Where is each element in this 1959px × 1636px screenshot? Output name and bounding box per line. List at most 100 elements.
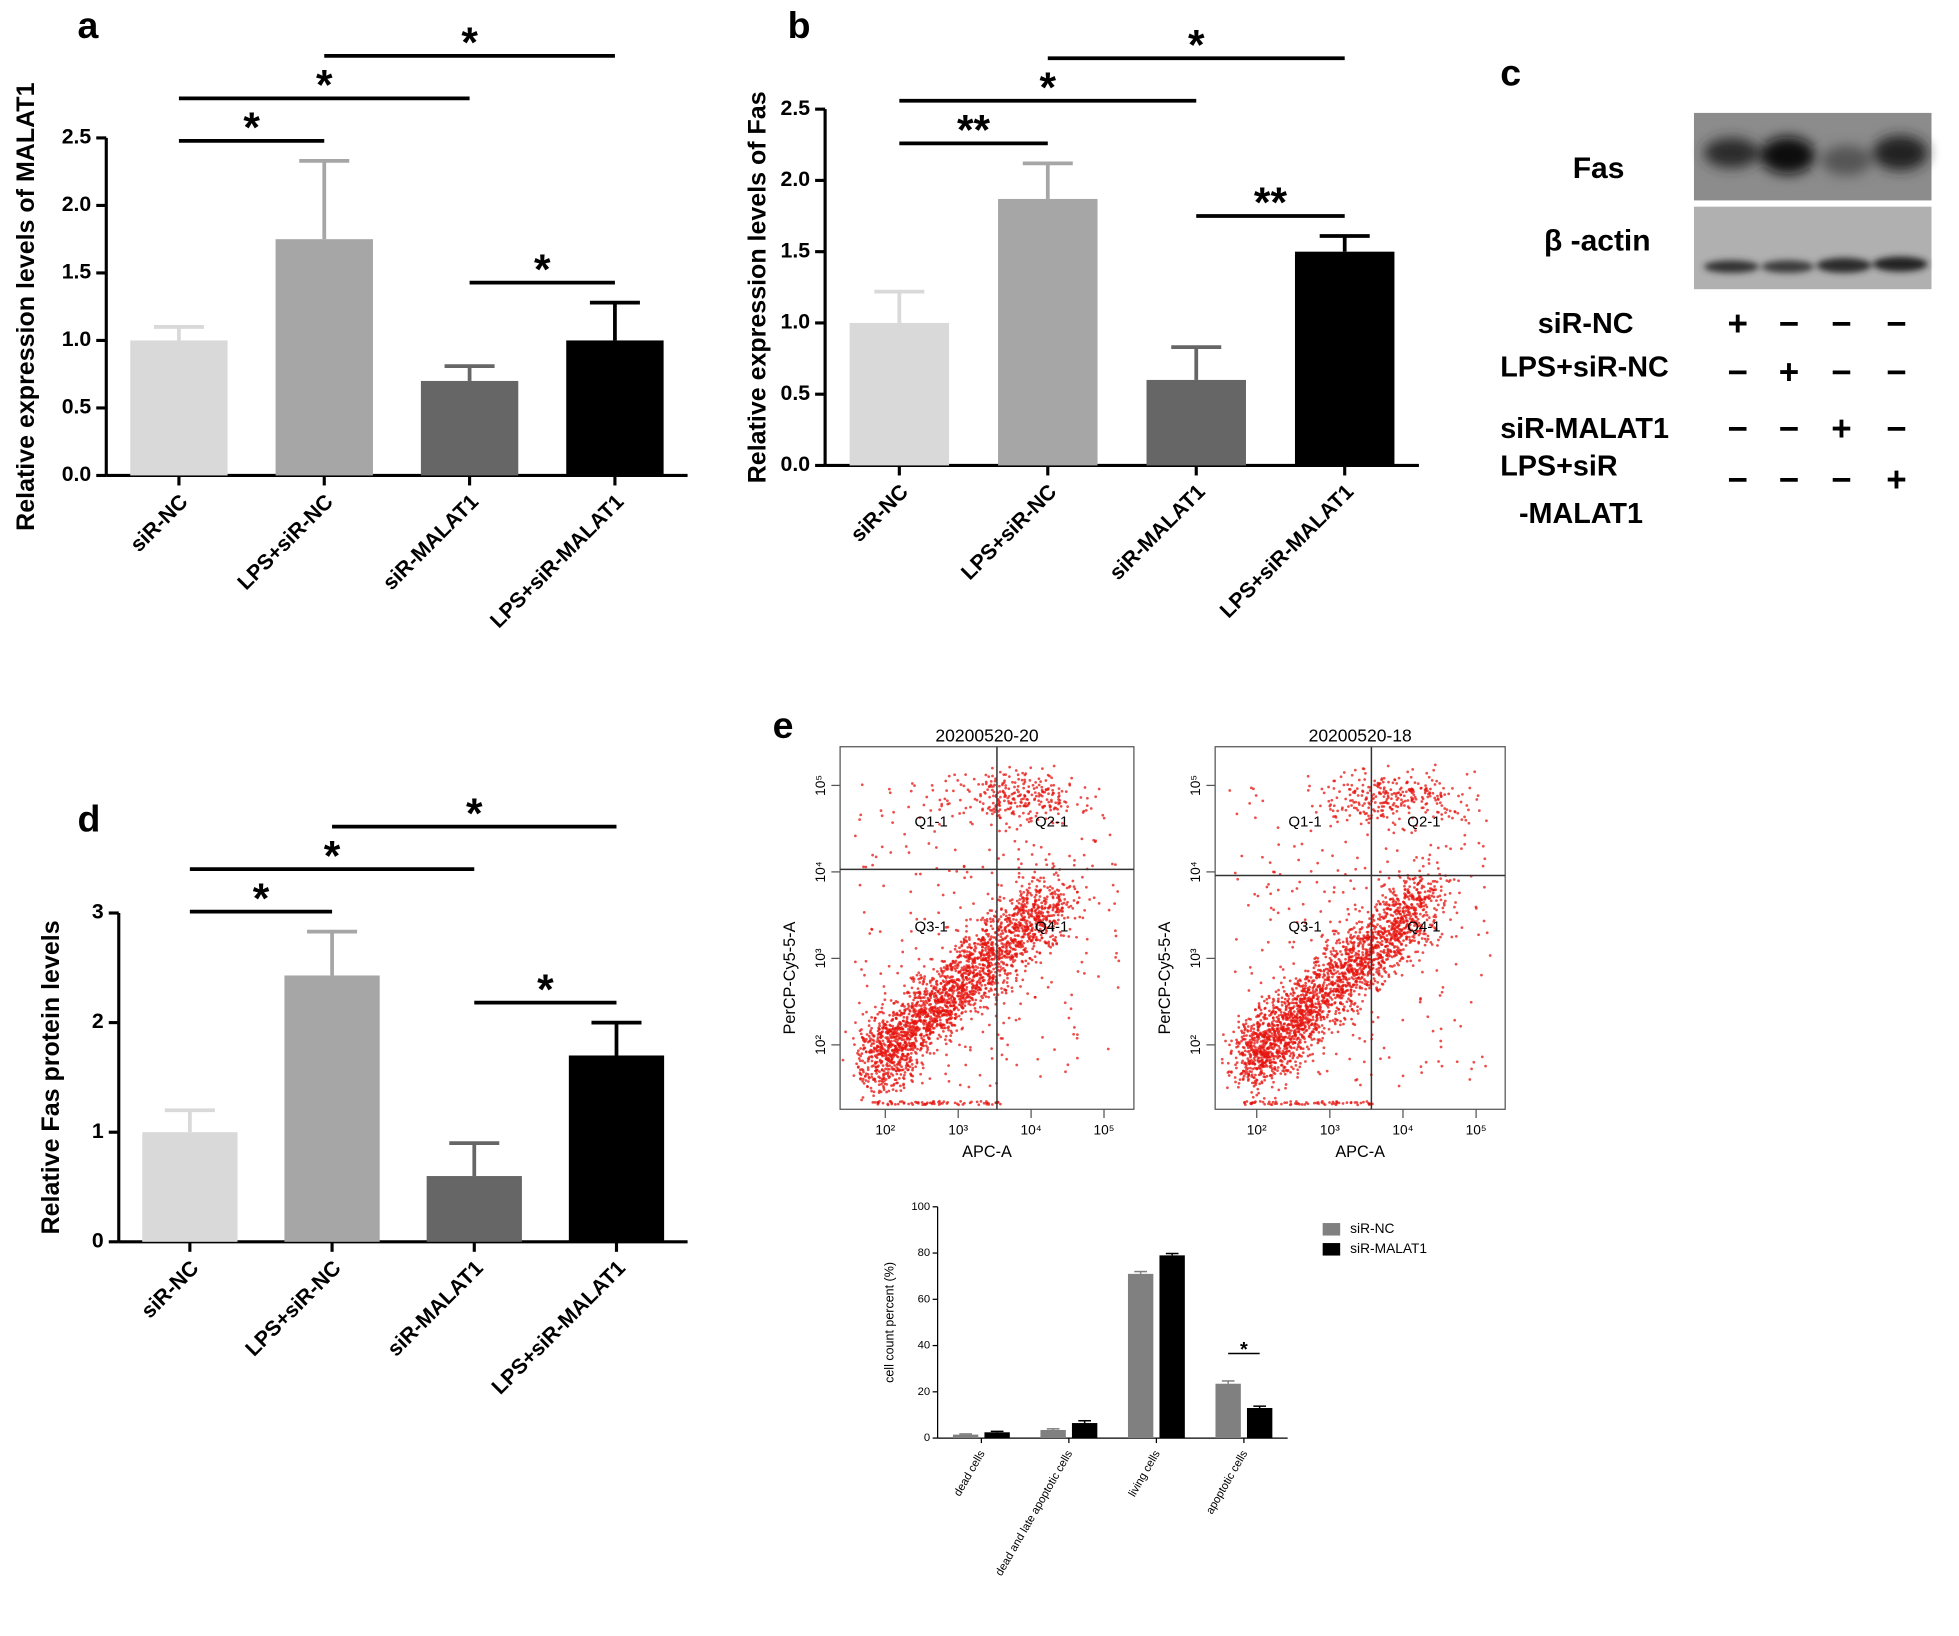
event-dot — [989, 961, 993, 965]
event-dot — [1392, 890, 1396, 894]
event-dot — [1243, 1028, 1247, 1032]
event-dot — [1382, 948, 1386, 952]
event-dot — [1027, 937, 1031, 941]
event-dot — [989, 920, 993, 924]
event-dot — [1027, 802, 1031, 806]
event-dot — [1034, 893, 1038, 897]
event-dot — [1292, 1010, 1296, 1014]
event-dot — [1085, 951, 1088, 955]
y-tick-label: 3 — [92, 900, 104, 924]
event-dot — [934, 1002, 938, 1005]
event-dot — [1259, 1040, 1263, 1043]
event-dot — [1052, 938, 1055, 941]
event-dot — [1039, 961, 1043, 965]
event-dot — [1026, 926, 1030, 929]
event-dot — [1032, 876, 1036, 880]
event-dot — [1386, 947, 1390, 951]
event-dot — [1289, 1019, 1293, 1022]
event-dot — [1277, 993, 1280, 997]
event-dot — [927, 1022, 931, 1026]
event-dot — [945, 1053, 948, 1057]
event-dot — [1338, 941, 1342, 945]
event-dot — [1030, 853, 1034, 856]
event-dot — [1075, 1036, 1079, 1040]
event-dot — [1034, 960, 1038, 964]
event-dot — [998, 899, 1002, 903]
event-dot — [933, 998, 937, 1002]
event-dot — [1044, 811, 1048, 815]
event-dot — [905, 1061, 909, 1065]
event-dot — [1388, 888, 1391, 891]
event-dot — [896, 1027, 900, 1031]
event-dot — [1296, 1043, 1300, 1046]
event-dot — [973, 797, 977, 801]
event-dot — [1015, 880, 1018, 884]
event-dot — [967, 960, 971, 963]
event-dot — [1007, 952, 1010, 956]
event-dot — [959, 940, 963, 944]
event-dot — [961, 996, 965, 1000]
event-dot — [1420, 905, 1424, 908]
event-dot — [886, 1047, 890, 1051]
event-dot — [1270, 1035, 1274, 1038]
event-dot — [1015, 918, 1018, 922]
event-dot — [1312, 994, 1316, 998]
event-dot — [1070, 993, 1074, 997]
event-dot — [908, 1037, 912, 1041]
plot-frame — [839, 746, 1135, 1110]
event-dot — [1436, 867, 1440, 870]
event-dot — [1413, 939, 1416, 943]
event-dot — [1285, 1005, 1288, 1009]
event-dot — [953, 773, 956, 777]
event-dot — [980, 1012, 984, 1016]
event-dot — [1041, 767, 1044, 770]
event-dot — [1436, 903, 1440, 907]
event-cloud — [841, 764, 1121, 1107]
event-dot — [990, 1057, 994, 1060]
event-dot — [1001, 783, 1004, 787]
event-dot — [1418, 912, 1422, 916]
event-dot — [1034, 928, 1037, 932]
event-dot — [1080, 837, 1084, 841]
event-dot — [1034, 780, 1038, 784]
event-dot — [910, 1079, 913, 1082]
event-dot — [958, 946, 961, 950]
event-dot — [885, 1020, 889, 1024]
event-dot — [969, 1003, 972, 1007]
event-dot — [1021, 900, 1025, 904]
event-dot — [968, 953, 972, 956]
event-dot — [955, 1006, 959, 1010]
event-dot — [970, 997, 974, 1000]
event-dot — [983, 991, 986, 995]
event-dot — [1310, 1038, 1314, 1042]
event-dot — [972, 969, 976, 972]
event-dot — [1245, 1068, 1248, 1072]
event-dot — [992, 790, 996, 794]
event-dot — [860, 1052, 864, 1056]
event-dot — [948, 1009, 952, 1013]
event-dot — [1343, 1005, 1346, 1009]
event-dot — [950, 989, 954, 993]
event-dot — [960, 966, 964, 970]
event-dot — [913, 996, 917, 1000]
event-dot — [1403, 884, 1406, 888]
event-dot — [1005, 1057, 1009, 1061]
event-dot — [1282, 1070, 1286, 1073]
event-dot — [1037, 906, 1040, 910]
event-dot — [1097, 787, 1101, 791]
event-dot — [984, 987, 988, 990]
event-dot — [979, 952, 983, 956]
event-dot — [1258, 1082, 1262, 1086]
event-dot — [1398, 959, 1402, 963]
event-dot — [983, 983, 987, 987]
event-dot — [1270, 1052, 1274, 1056]
event-dot — [1052, 791, 1055, 795]
event-dot — [1020, 884, 1024, 888]
event-dot — [1072, 885, 1076, 889]
event-dot — [1019, 985, 1022, 988]
event-dot — [947, 1012, 951, 1016]
sign: − — [1727, 461, 1747, 500]
event-dot — [953, 1001, 957, 1005]
sign: − — [1727, 409, 1747, 448]
event-dot — [1422, 901, 1426, 904]
